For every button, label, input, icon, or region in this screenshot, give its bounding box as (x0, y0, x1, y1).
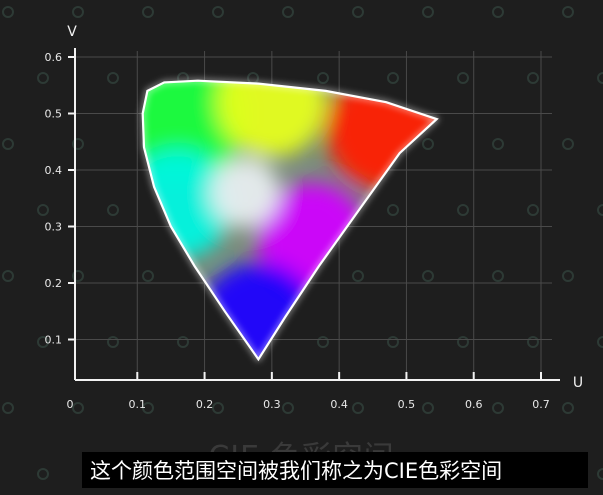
background-dot (142, 270, 154, 282)
background-dot (142, 6, 154, 18)
background-dot (37, 468, 49, 480)
background-dot (387, 204, 399, 216)
tick-labels: 0 0.1 0.2 0.3 0.4 0.5 0.6 0.7 0.1 0.2 0.3 0.4 0.5 0.6… (45, 24, 584, 411)
gamut-color-blob (216, 80, 327, 158)
axes (74, 48, 560, 381)
background-dot (387, 72, 399, 84)
background-dot (2, 6, 14, 18)
gamut-color-blob (209, 157, 280, 228)
x-tick-label: 0 (67, 398, 74, 411)
background-dot (72, 138, 84, 150)
gamut-color-blob (142, 80, 248, 184)
background-dot (212, 6, 224, 18)
background-dot (37, 336, 49, 348)
gamut-region (141, 79, 439, 362)
background-dot (72, 6, 84, 18)
subtitle-text: 这个颜色范围空间被我们称之为CIE色彩空间 (90, 459, 503, 483)
background-dot (37, 204, 49, 216)
background-dot (72, 270, 84, 282)
background-dot (562, 6, 574, 18)
background-dot (142, 402, 154, 414)
background-dot (422, 270, 434, 282)
background-dot (527, 72, 539, 84)
y-axis-label: V (67, 24, 77, 40)
subtitle-bar (82, 452, 588, 488)
background-dot (527, 204, 539, 216)
gamut-outline (141, 79, 439, 362)
background-dot (107, 72, 119, 84)
x-tick-label: 0.6 (465, 398, 483, 411)
x-tick-label: 0.3 (263, 398, 281, 411)
background-dot (597, 204, 603, 216)
background-dot (2, 402, 14, 414)
background-dot (352, 402, 364, 414)
y-tick-label: 0.6 (45, 51, 63, 64)
background-dot (247, 72, 259, 84)
y-tick-label: 0.3 (45, 221, 63, 234)
background-dot (527, 336, 539, 348)
background-dot (72, 402, 84, 414)
background-dot (492, 270, 504, 282)
background-dot (562, 270, 574, 282)
background-dot (2, 270, 14, 282)
background-dot (352, 6, 364, 18)
background-dot (597, 468, 603, 480)
gamut-color-blob (198, 262, 319, 360)
background-dot (2, 138, 14, 150)
x-axis-label: U (573, 375, 583, 391)
background-dot (387, 336, 399, 348)
background-dot (422, 6, 434, 18)
background-dot (492, 6, 504, 18)
background-dot (457, 204, 469, 216)
x-tick-label: 0.2 (196, 398, 214, 411)
background-dot (457, 72, 469, 84)
background-dot (562, 138, 574, 150)
background-dot (422, 402, 434, 414)
background-dot (492, 402, 504, 414)
background-dot (212, 402, 224, 414)
background-dot (562, 402, 574, 414)
background-dot (492, 138, 504, 150)
background-dot (282, 6, 294, 18)
background-dot (317, 336, 329, 348)
background-dot (422, 138, 434, 150)
x-tick-label: 0.7 (532, 398, 550, 411)
y-tick-label: 0.1 (45, 334, 63, 347)
x-tick-label: 0.1 (129, 398, 147, 411)
background-dot (597, 336, 603, 348)
background-dot (107, 204, 119, 216)
y-tick-label: 0.2 (45, 277, 63, 290)
background-dot (107, 336, 119, 348)
x-tick-label: 0.5 (398, 398, 416, 411)
background-dot (37, 72, 49, 84)
x-tick-label: 0.4 (330, 398, 348, 411)
background-dot (282, 402, 294, 414)
background-dot (597, 72, 603, 84)
background-dot (352, 270, 364, 282)
background-dot (177, 336, 189, 348)
background-dot (457, 336, 469, 348)
background-dot (317, 72, 329, 84)
y-tick-label: 0.4 (45, 164, 63, 177)
y-tick-label: 0.5 (45, 108, 63, 121)
